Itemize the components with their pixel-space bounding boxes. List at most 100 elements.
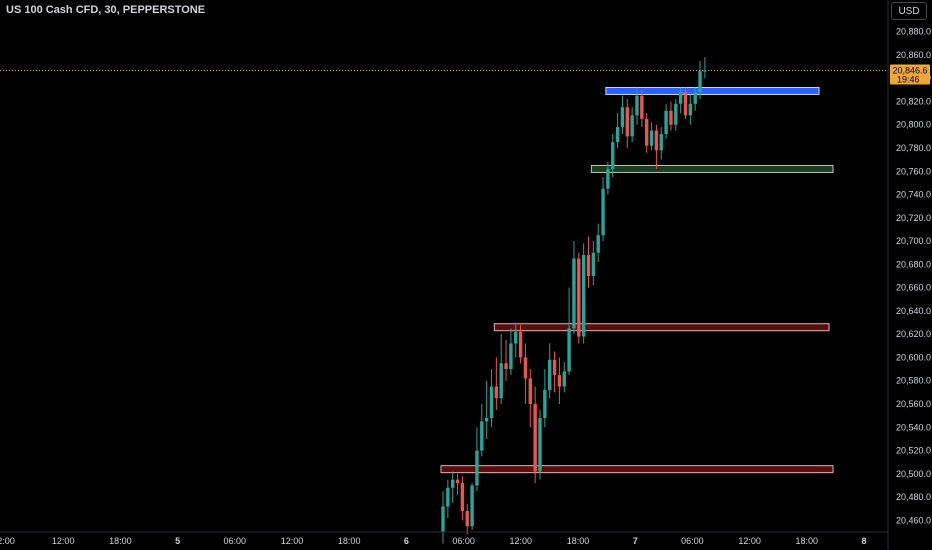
price-tick-label: 20,600.0 xyxy=(896,352,931,362)
candle-up xyxy=(678,92,683,104)
time-tick-label: 06:00 xyxy=(681,536,704,546)
last-price-countdown: 19:46 xyxy=(897,75,920,85)
candle-down xyxy=(528,378,532,404)
candle-up xyxy=(509,343,513,370)
candle-down xyxy=(683,92,688,116)
candle-up xyxy=(441,506,445,532)
candle-group xyxy=(441,57,707,544)
zone-red-upper[interactable] xyxy=(493,323,830,332)
candle-up xyxy=(480,421,484,451)
price-tick-label: 20,520.0 xyxy=(896,446,931,456)
candle-up xyxy=(649,130,654,146)
candle-up xyxy=(630,115,634,137)
candle-up xyxy=(499,363,503,399)
price-tick-label: 20,880.0 xyxy=(896,27,931,37)
candle-up xyxy=(693,92,697,104)
candle-up xyxy=(470,485,474,527)
candle-up xyxy=(543,390,547,418)
price-tick-label: 20,700.0 xyxy=(896,236,931,246)
candle-up xyxy=(489,386,494,418)
price-tick-label: 20,780.0 xyxy=(896,143,931,153)
candle-up xyxy=(446,487,450,507)
time-axis[interactable]: 2:00 12:00 18:00 5 06:00 12:00 18:00 6 06:00 12:0… xyxy=(0,536,867,546)
candle-up xyxy=(601,188,605,236)
time-tick-label: 18:00 xyxy=(796,536,819,546)
price-tick-label: 20,460.0 xyxy=(896,515,931,525)
candle-up xyxy=(620,107,625,128)
time-tick-label: 06:00 xyxy=(452,536,475,546)
candle-up xyxy=(484,417,489,422)
candle-down xyxy=(625,107,629,137)
time-tick-label: 12:00 xyxy=(281,536,304,546)
candle-up xyxy=(538,417,542,472)
candle-up xyxy=(562,371,566,387)
candle-up xyxy=(572,258,576,329)
price-tick-label: 20,540.0 xyxy=(896,422,931,432)
price-tick-label: 20,860.0 xyxy=(896,50,931,60)
price-tick-label: 20,720.0 xyxy=(896,213,931,223)
candle-down xyxy=(552,359,557,375)
price-tick-label: 20,480.0 xyxy=(896,492,931,502)
price-tick-label: 20,660.0 xyxy=(896,283,931,293)
price-tick-label: 20,640.0 xyxy=(896,306,931,316)
time-tick-label: 12:00 xyxy=(510,536,533,546)
time-tick-label: 18:00 xyxy=(338,536,361,546)
price-tick-label: 20,620.0 xyxy=(896,329,931,339)
time-tick-label: 06:00 xyxy=(224,536,247,546)
candle-up xyxy=(659,134,663,151)
candle-up xyxy=(688,103,693,116)
candle-down xyxy=(465,511,469,527)
time-tick-label: 7 xyxy=(633,536,638,546)
candle-up xyxy=(548,359,552,391)
candle-down xyxy=(577,258,581,337)
candle-down xyxy=(669,110,673,125)
zone-blue[interactable] xyxy=(605,86,820,95)
candle-up xyxy=(567,328,571,372)
candle-up xyxy=(664,110,668,135)
candle-up xyxy=(674,103,678,125)
price-axis[interactable]: 20,880.020,860.020,840.020,820.020,800.0… xyxy=(896,27,931,526)
time-tick-label: 8 xyxy=(861,536,866,546)
candle-up xyxy=(615,127,620,143)
price-tick-label: 20,580.0 xyxy=(896,376,931,386)
zone-green[interactable] xyxy=(590,164,834,173)
candle-up xyxy=(606,168,610,189)
candle-down xyxy=(586,255,591,276)
time-tick-label: 6 xyxy=(404,536,409,546)
candle-down xyxy=(640,95,644,119)
time-tick-label: 12:00 xyxy=(52,536,75,546)
candle-down xyxy=(504,363,508,370)
candle-up xyxy=(581,255,586,337)
chart-title: US 100 Cash CFD, 30, PEPPERSTONE xyxy=(6,4,206,16)
candle-down xyxy=(494,386,499,399)
candle-down xyxy=(523,357,528,379)
time-tick-label: 12:00 xyxy=(738,536,761,546)
candle-up xyxy=(635,95,639,116)
candle-down xyxy=(654,130,659,151)
time-tick-label: 5 xyxy=(175,536,180,546)
time-tick-label: 18:00 xyxy=(109,536,132,546)
zone-group xyxy=(440,86,834,474)
candle-down xyxy=(533,404,537,472)
candle-down xyxy=(645,118,649,146)
price-tick-label: 20,800.0 xyxy=(896,120,931,130)
candle-up xyxy=(611,142,615,169)
currency-button[interactable]: USD xyxy=(891,2,927,20)
zone-red-lower[interactable] xyxy=(440,465,834,474)
candle-up xyxy=(475,450,479,486)
time-tick-label: 18:00 xyxy=(567,536,590,546)
candle-up xyxy=(596,235,600,253)
price-tick-label: 20,740.0 xyxy=(896,190,931,200)
candle-up xyxy=(703,70,707,72)
last-price-label: 20,846.6 19:46 xyxy=(890,64,930,85)
candle-up xyxy=(514,331,518,344)
price-tick-label: 20,760.0 xyxy=(896,166,931,176)
candle-up xyxy=(698,71,702,93)
candle-down xyxy=(557,374,562,387)
time-tick-label: 2:00 xyxy=(0,536,15,546)
candle-up xyxy=(591,252,596,276)
last-price-value: 20,846.6 xyxy=(892,66,927,76)
candle-down xyxy=(460,483,465,512)
candle-up xyxy=(451,479,455,488)
